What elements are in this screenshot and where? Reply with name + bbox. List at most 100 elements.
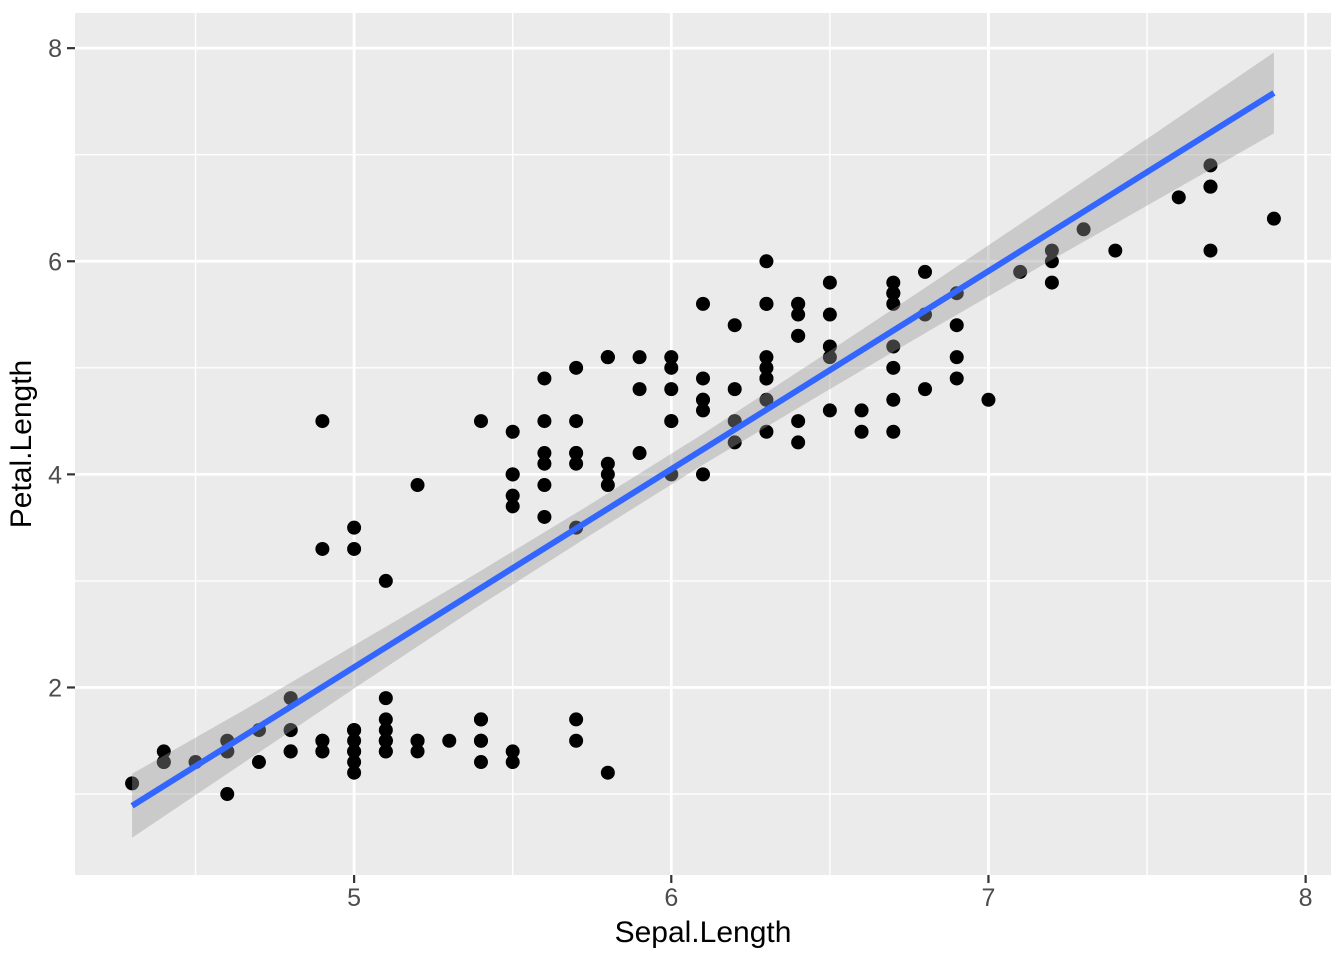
data-point — [664, 360, 679, 375]
data-point — [283, 723, 298, 738]
data-point — [949, 371, 964, 386]
data-point — [791, 328, 806, 343]
data-point — [1203, 243, 1218, 258]
data-point — [886, 392, 901, 407]
x-tick-label: 5 — [347, 884, 361, 912]
data-point — [378, 723, 393, 738]
data-point — [473, 414, 488, 429]
data-point — [473, 755, 488, 770]
data-point — [537, 456, 552, 471]
axis-tick-labels: 5 6 7 8 2 4 6 8 — [48, 35, 1312, 912]
data-point — [569, 360, 584, 375]
data-point — [537, 371, 552, 386]
data-point — [886, 275, 901, 290]
data-point — [315, 733, 330, 748]
data-point — [886, 296, 901, 311]
data-point — [378, 733, 393, 748]
minor-gridlines — [75, 13, 1331, 875]
data-point — [251, 755, 266, 770]
regression-line — [130, 90, 1276, 809]
y-tick-label: 8 — [48, 35, 62, 63]
data-point — [473, 733, 488, 748]
data-point — [378, 573, 393, 588]
data-point — [347, 541, 362, 556]
data-point — [505, 499, 520, 514]
data-point — [1203, 179, 1218, 194]
data-point — [600, 350, 615, 365]
data-point — [569, 446, 584, 461]
data-point — [410, 733, 425, 748]
data-point — [600, 765, 615, 780]
x-tick-label: 6 — [664, 884, 678, 912]
data-point — [442, 733, 457, 748]
data-point — [727, 318, 742, 333]
data-point — [759, 350, 774, 365]
data-point — [156, 744, 171, 759]
data-point — [632, 350, 647, 365]
y-tick-label: 4 — [48, 461, 62, 489]
data-point — [347, 520, 362, 535]
data-point — [791, 296, 806, 311]
data-point — [886, 286, 901, 301]
data-point — [727, 382, 742, 397]
x-tick-label: 7 — [982, 884, 996, 912]
data-point — [569, 414, 584, 429]
data-point — [505, 488, 520, 503]
data-point — [1044, 254, 1059, 269]
data-point — [347, 723, 362, 738]
data-point — [220, 787, 235, 802]
data-point — [727, 435, 742, 450]
data-point — [410, 744, 425, 759]
data-point — [664, 350, 679, 365]
data-point — [1171, 190, 1186, 205]
data-point — [125, 776, 140, 791]
x-tick-label: 8 — [1299, 884, 1313, 912]
data-points — [125, 158, 1281, 802]
data-point — [315, 541, 330, 556]
data-point — [822, 275, 837, 290]
data-point — [347, 744, 362, 759]
data-point — [822, 339, 837, 354]
data-point — [918, 264, 933, 279]
data-point — [378, 691, 393, 706]
data-point — [569, 712, 584, 727]
y-tick-label: 6 — [48, 248, 62, 276]
data-point — [347, 765, 362, 780]
data-point — [759, 296, 774, 311]
data-point — [632, 382, 647, 397]
data-point — [1076, 222, 1091, 237]
data-point — [949, 350, 964, 365]
data-point — [822, 403, 837, 418]
data-point — [156, 755, 171, 770]
data-point — [537, 414, 552, 429]
data-point — [664, 382, 679, 397]
data-point — [1013, 264, 1028, 279]
y-axis-title: Petal.Length — [5, 360, 38, 528]
data-point — [886, 360, 901, 375]
data-point — [600, 456, 615, 471]
data-point — [854, 424, 869, 439]
data-point — [664, 414, 679, 429]
data-point — [378, 744, 393, 759]
data-point — [347, 755, 362, 770]
data-point — [378, 712, 393, 727]
data-point — [315, 744, 330, 759]
data-point — [1108, 243, 1123, 258]
data-point — [791, 414, 806, 429]
y-tick-label: 2 — [48, 674, 62, 702]
x-axis-title: Sepal.Length — [615, 916, 792, 949]
data-point — [981, 392, 996, 407]
data-point — [759, 254, 774, 269]
data-point — [1044, 243, 1059, 258]
data-point — [1044, 275, 1059, 290]
data-point — [569, 733, 584, 748]
data-point — [822, 307, 837, 322]
data-point — [696, 296, 710, 311]
data-point — [537, 509, 552, 524]
data-point — [347, 733, 362, 748]
data-point — [759, 371, 774, 386]
data-point — [505, 467, 520, 482]
data-point — [759, 392, 774, 407]
data-point — [600, 478, 615, 493]
